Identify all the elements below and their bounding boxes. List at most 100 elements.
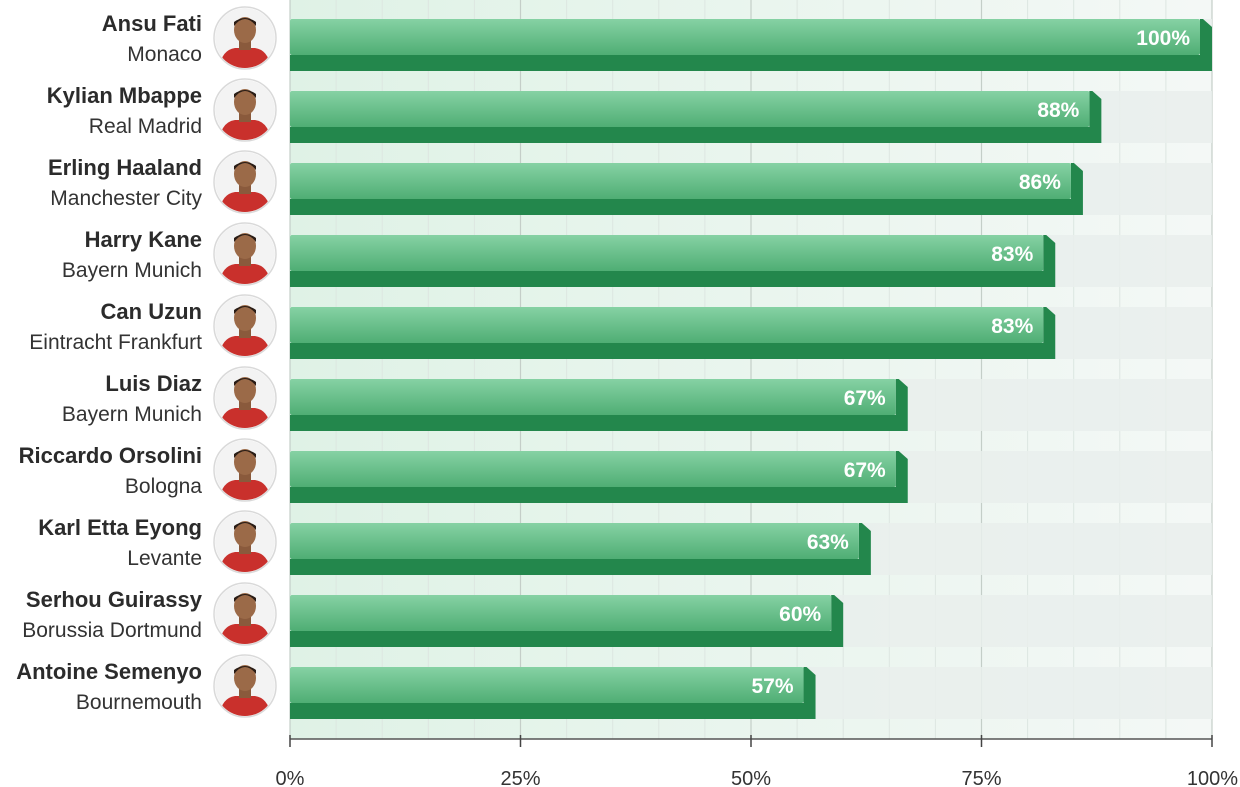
- avatar-hair: [234, 90, 256, 98]
- bar-base: [290, 91, 1102, 143]
- bar: 88%: [290, 91, 1102, 143]
- value-label: 67%: [844, 459, 886, 482]
- value-label: 83%: [991, 243, 1033, 266]
- avatar-head: [234, 665, 256, 691]
- avatar-hair: [234, 378, 256, 386]
- bar-face: [290, 451, 896, 487]
- avatar-neck: [239, 544, 251, 554]
- avatar-neck: [239, 688, 251, 698]
- player-name: Serhou Guirassy: [26, 587, 203, 612]
- avatar-neck: [239, 184, 251, 194]
- avatar-shirt: [219, 624, 271, 644]
- x-tick-label: 0%: [276, 768, 305, 787]
- bar-face: [290, 19, 1200, 55]
- avatar-head: [234, 17, 256, 43]
- avatar-photo: [215, 512, 275, 572]
- avatar-shirt: [219, 336, 271, 356]
- avatar-photo: [215, 368, 275, 428]
- avatar-photo: [215, 224, 275, 284]
- avatar-photo: [215, 296, 275, 356]
- bar-face: [290, 595, 832, 631]
- avatar-photo: [215, 440, 275, 500]
- avatar-hair: [234, 666, 256, 674]
- avatar-hair: [234, 522, 256, 530]
- avatar-shirt: [219, 480, 271, 500]
- avatar-head: [234, 521, 256, 547]
- avatar-head: [234, 233, 256, 259]
- player-photo-icon: [213, 6, 277, 70]
- avatar-head: [234, 377, 256, 403]
- bars: 100% 88% 86% 83% 83% 67% 67% 63% 60% 57%: [290, 19, 1212, 719]
- avatar-shirt: [219, 120, 271, 140]
- x-tick-label: 75%: [961, 768, 1001, 787]
- avatar-hair: [234, 162, 256, 170]
- bar: 67%: [290, 451, 908, 503]
- bar-face: [290, 235, 1044, 271]
- avatar-shirt: [219, 192, 271, 212]
- avatar-photo: [215, 656, 275, 716]
- avatar-neck: [239, 400, 251, 410]
- club-name: Levante: [127, 547, 202, 570]
- player-photo-icon: [213, 438, 277, 502]
- club-name: Real Madrid: [89, 115, 202, 138]
- bar-face: [290, 307, 1044, 343]
- avatar-neck: [239, 328, 251, 338]
- bar: 67%: [290, 379, 908, 431]
- avatar-photo: [215, 584, 275, 644]
- player-photo-icon: [213, 222, 277, 286]
- value-label: 60%: [779, 603, 821, 626]
- x-tick-label: 50%: [731, 768, 771, 787]
- bar-face: [290, 379, 896, 415]
- avatar-neck: [239, 112, 251, 122]
- player-photo-icon: [213, 78, 277, 142]
- bar: 86%: [290, 163, 1083, 215]
- avatar-hair: [234, 18, 256, 26]
- avatar-hair: [234, 594, 256, 602]
- bar: 60%: [290, 595, 844, 647]
- player-photo-icon: [213, 150, 277, 214]
- avatar-shirt: [219, 552, 271, 572]
- avatar-photo: [215, 80, 275, 140]
- avatar-shirt: [219, 408, 271, 428]
- avatar-neck: [239, 616, 251, 626]
- avatar-neck: [239, 40, 251, 50]
- x-tick-label: 25%: [500, 768, 540, 787]
- avatar-photo: [215, 152, 275, 212]
- player-name: Harry Kane: [85, 227, 202, 252]
- bar-face: [290, 667, 804, 703]
- club-name: Bologna: [125, 475, 202, 498]
- bar-face: [290, 163, 1071, 199]
- player-photo-icon: [213, 294, 277, 358]
- player-name: Can Uzun: [101, 299, 202, 324]
- club-name: Manchester City: [50, 187, 202, 210]
- bar: 83%: [290, 235, 1056, 287]
- club-name: Eintracht Frankfurt: [29, 331, 202, 354]
- bar: 100%: [290, 19, 1212, 71]
- bar-base: [290, 235, 1056, 287]
- avatar-hair: [234, 234, 256, 242]
- avatar-photo: [215, 8, 275, 68]
- avatar-head: [234, 89, 256, 115]
- avatar-hair: [234, 306, 256, 314]
- player-name: Riccardo Orsolini: [19, 443, 202, 468]
- avatar-head: [234, 305, 256, 331]
- value-label: 63%: [807, 531, 849, 554]
- x-axis: 0% 25% 50% 75% 100%: [276, 735, 1238, 787]
- value-label: 100%: [1136, 27, 1190, 50]
- player-name: Erling Haaland: [48, 155, 202, 180]
- club-name: Borussia Dortmund: [22, 619, 202, 642]
- value-label: 67%: [844, 387, 886, 410]
- value-label: 57%: [752, 675, 794, 698]
- player-name: Karl Etta Eyong: [38, 515, 202, 540]
- category-labels: Ansu Fati Monaco Kylian Mbappe Real Madrid E…: [16, 6, 277, 718]
- bar: 83%: [290, 307, 1056, 359]
- bar: 57%: [290, 667, 816, 719]
- bar-face: [290, 91, 1090, 127]
- club-name: Bayern Munich: [62, 259, 202, 282]
- value-label: 83%: [991, 315, 1033, 338]
- bar-base: [290, 595, 844, 647]
- avatar-neck: [239, 472, 251, 482]
- avatar-shirt: [219, 264, 271, 284]
- bar-base: [290, 19, 1212, 71]
